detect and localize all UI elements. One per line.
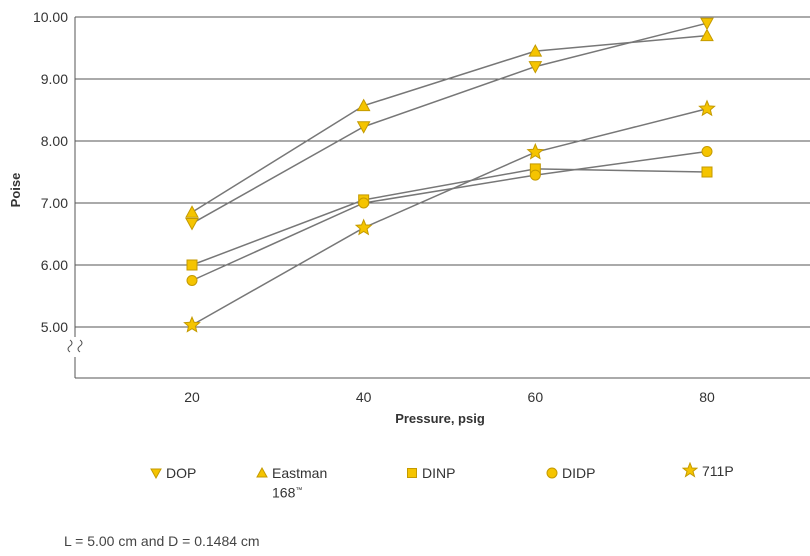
legend-label: Eastman 168™ xyxy=(272,464,327,502)
data-point xyxy=(356,98,371,112)
chart-plot: 5.00 6.00 7.00 8.00 9.00 10.00 20 40 60 80 Press… xyxy=(8,9,810,426)
y-tick-label: 8.00 xyxy=(41,133,68,149)
legend-item-didp: DIDP xyxy=(546,464,595,482)
series-line-triangle-up xyxy=(191,34,708,213)
y-tick-label: 7.00 xyxy=(41,195,68,211)
x-tick-label: 80 xyxy=(699,389,715,405)
legend-label: DIDP xyxy=(562,465,596,481)
x-tick-label: 40 xyxy=(356,389,372,405)
data-point xyxy=(701,146,713,158)
triangle-up-icon xyxy=(256,466,268,478)
axis-break-icon xyxy=(77,339,83,353)
data-point xyxy=(358,197,370,209)
y-tick-label: 5.00 xyxy=(41,319,68,335)
data-point xyxy=(185,205,199,218)
star-icon xyxy=(681,461,699,478)
y-tick-label: 9.00 xyxy=(41,71,68,87)
data-point xyxy=(528,44,543,57)
legend-item-eastman-168: Eastman 168™ xyxy=(256,464,327,502)
data-point xyxy=(698,99,716,117)
data-point xyxy=(183,315,201,333)
legend-label-line2: 168 xyxy=(272,484,296,501)
data-point xyxy=(186,259,198,271)
legend-item-dop: DOP xyxy=(150,464,196,482)
y-tick-label: 6.00 xyxy=(41,257,68,273)
y-axis-label: Poise xyxy=(8,173,23,208)
circle-icon xyxy=(546,467,558,479)
data-point xyxy=(185,217,199,231)
data-point xyxy=(528,61,543,74)
trademark-mark: ™ xyxy=(295,487,303,494)
footnote: L = 5.00 cm and D = 0.1484 cm xyxy=(64,533,260,549)
axes xyxy=(67,17,810,379)
triangle-down-icon xyxy=(150,468,162,480)
data-point xyxy=(354,218,373,236)
y-tick-labels: 5.00 6.00 7.00 8.00 9.00 10.00 xyxy=(33,9,68,335)
series-markers xyxy=(183,17,716,333)
legend-label: 711P xyxy=(702,463,734,479)
legend-item-dinp: DINP xyxy=(406,464,455,482)
data-point xyxy=(700,17,714,31)
x-tick-label: 20 xyxy=(184,389,200,405)
legend-label-line1: Eastman xyxy=(272,465,328,481)
data-point xyxy=(356,121,371,134)
x-axis-label: Pressure, psig xyxy=(395,411,485,426)
legend-label: DINP xyxy=(422,465,456,481)
y-tick-label: 10.00 xyxy=(33,9,68,25)
square-icon xyxy=(407,468,417,478)
data-point xyxy=(186,275,198,286)
data-point xyxy=(701,166,713,178)
axis-break-icon xyxy=(67,339,73,353)
series-line-circle xyxy=(191,150,708,282)
legend-label: DOP xyxy=(166,465,197,481)
series-lines xyxy=(191,22,708,326)
series-line-square xyxy=(191,168,708,266)
x-tick-labels: 20 40 60 80 xyxy=(184,389,715,405)
series-line-triangle-down xyxy=(191,22,708,225)
data-point xyxy=(529,169,541,181)
legend: DOP Eastman 168™ DINP DIDP 711P xyxy=(0,461,810,522)
x-tick-label: 60 xyxy=(528,389,544,405)
data-point xyxy=(526,142,545,160)
series-line-star xyxy=(191,108,708,326)
legend-item-711p: 711P xyxy=(681,461,734,481)
data-point xyxy=(700,28,714,42)
